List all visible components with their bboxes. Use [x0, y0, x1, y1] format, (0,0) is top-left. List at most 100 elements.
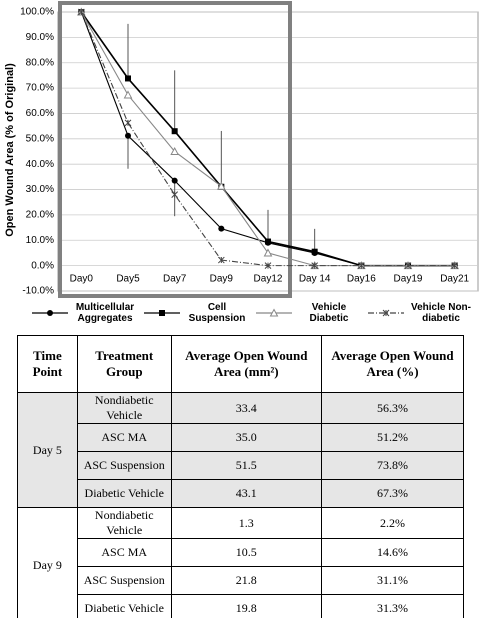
table-cell: 19.8 [170, 594, 322, 618]
x-tick-label: Day16 [347, 273, 376, 284]
table-cell: 31.1% [320, 566, 465, 595]
x-tick-label: Day5 [116, 273, 140, 284]
table-cell: 56.3% [320, 392, 465, 424]
legend-label: Multicellular Aggregates [75, 302, 135, 324]
y-tick-label: 30.0% [26, 184, 54, 195]
legend-swatch [256, 308, 292, 317]
marker [218, 225, 225, 232]
table-cell: 67.3% [320, 479, 465, 508]
legend-label: Vehicle Diabetic [309, 302, 349, 324]
legend-label: Vehicle Non-diabetic [410, 302, 471, 324]
table-row: Day 5 Nondiabetic Vehicle 33.4 56.3% [17, 392, 465, 508]
table-cell: 51.2% [320, 423, 465, 452]
time-point: Day 9 [17, 507, 78, 618]
y-tick-label: 40.0% [26, 159, 54, 170]
table-cell: ASC Suspension [76, 451, 172, 480]
x-tick-label: Day19 [394, 273, 423, 284]
legend-swatch [32, 310, 68, 316]
marker [123, 90, 133, 99]
table-row: Diabetic Vehicle 43.1 67.3% [18, 479, 465, 508]
marker [124, 119, 132, 127]
legend-item: Multicellular Aggregates [30, 296, 142, 330]
legend-item: Cell Suspension [142, 296, 254, 330]
legend: Multicellular Aggregates Cell Suspension V… [30, 296, 480, 330]
table-cell: Nondiabetic Vehicle [76, 507, 172, 539]
table-cell: 51.5 [170, 451, 322, 480]
y-axis-title: Open Wound Area (% of Original) [4, 63, 16, 237]
marker [171, 177, 178, 184]
marker [125, 132, 131, 139]
marker [269, 308, 279, 317]
data-table: Time Point Treatment Group Average Open Wo… [17, 335, 465, 618]
table-cell: ASC MA [76, 538, 172, 567]
table-cell: 10.5 [170, 538, 322, 567]
marker [171, 191, 179, 198]
marker [263, 248, 273, 257]
table-row: ASC MA 35.0 51.2% [18, 423, 465, 452]
marker [311, 262, 319, 269]
column-header: Treatment Group [76, 335, 172, 393]
x-tick-label: Day 14 [299, 273, 331, 284]
column-header: Average Open Wound Area (%) [320, 335, 465, 393]
marker [159, 310, 165, 316]
table-cell: 35.0 [170, 423, 322, 452]
table-row: ASC Suspension 21.8 31.1% [18, 566, 465, 595]
x-tick-label: Day21 [440, 273, 469, 284]
table-cell: ASC Suspension [76, 566, 172, 595]
marker [382, 309, 390, 317]
marker [264, 262, 272, 269]
marker [125, 75, 131, 82]
marker [216, 181, 226, 190]
header-row: Time Point Treatment Group Average Open Wo… [17, 335, 465, 393]
y-tick-label: 70.0% [26, 83, 54, 94]
table-cell: 33.4 [170, 392, 322, 424]
table-cell: 14.6% [320, 538, 465, 567]
table-cell: Nondiabetic Vehicle [76, 392, 172, 424]
x-tick-label: Day9 [210, 273, 234, 284]
table-row: Diabetic Vehicle 19.8 31.3% [18, 594, 465, 618]
y-tick-label: 10.0% [26, 235, 54, 246]
y-tick-label: 80.0% [26, 57, 54, 68]
marker [47, 310, 53, 316]
time-point: Day 5 [17, 392, 78, 508]
column-header: Time Point [17, 335, 78, 393]
y-tick-label: 20.0% [26, 210, 54, 221]
column-header: Average Open Wound Area (mm²) [170, 335, 322, 393]
table-cell: 73.8% [320, 451, 465, 480]
marker [171, 128, 178, 135]
y-tick-label: 90.0% [26, 32, 54, 43]
legend-label: Cell Suspension [188, 302, 246, 324]
table-cell: 2.2% [320, 507, 465, 539]
y-tick-label: 60.0% [26, 108, 54, 119]
y-tick-label: 100.0% [20, 7, 54, 18]
legend-item: Vehicle Diabetic [254, 296, 366, 330]
y-tick-label: 50.0% [26, 133, 54, 144]
marker [265, 238, 271, 245]
marker [404, 262, 412, 269]
table-row: Day 9 Nondiabetic Vehicle 1.3 2.2% [17, 507, 465, 618]
x-tick-label: Day12 [254, 273, 283, 284]
x-tick-label: Day7 [163, 273, 187, 284]
x-tick-label: Day0 [70, 273, 94, 284]
table-cell: Diabetic Vehicle [76, 479, 172, 508]
marker [311, 248, 318, 255]
table-cell: Diabetic Vehicle [76, 594, 172, 618]
table-cell: 1.3 [170, 507, 322, 539]
marker [170, 146, 180, 155]
y-tick-label: 0.0% [31, 260, 54, 271]
table-cell: 21.8 [170, 566, 322, 595]
marker [77, 8, 85, 16]
table-row: ASC MA 10.5 14.6% [18, 538, 465, 567]
table-cell: ASC MA [76, 423, 172, 452]
chart: Open Wound Area (% of Original) -10.0% 0.… [4, 1, 479, 298]
table-row: ASC Suspension 51.5 73.8% [18, 451, 465, 480]
legend-swatch [144, 310, 180, 316]
table-cell: 31.3% [320, 594, 465, 618]
legend-swatch [368, 309, 404, 317]
marker [451, 262, 459, 269]
marker [217, 256, 225, 264]
highlight-box [58, 1, 292, 298]
marker [357, 262, 365, 269]
table-cell: 43.1 [170, 479, 322, 508]
